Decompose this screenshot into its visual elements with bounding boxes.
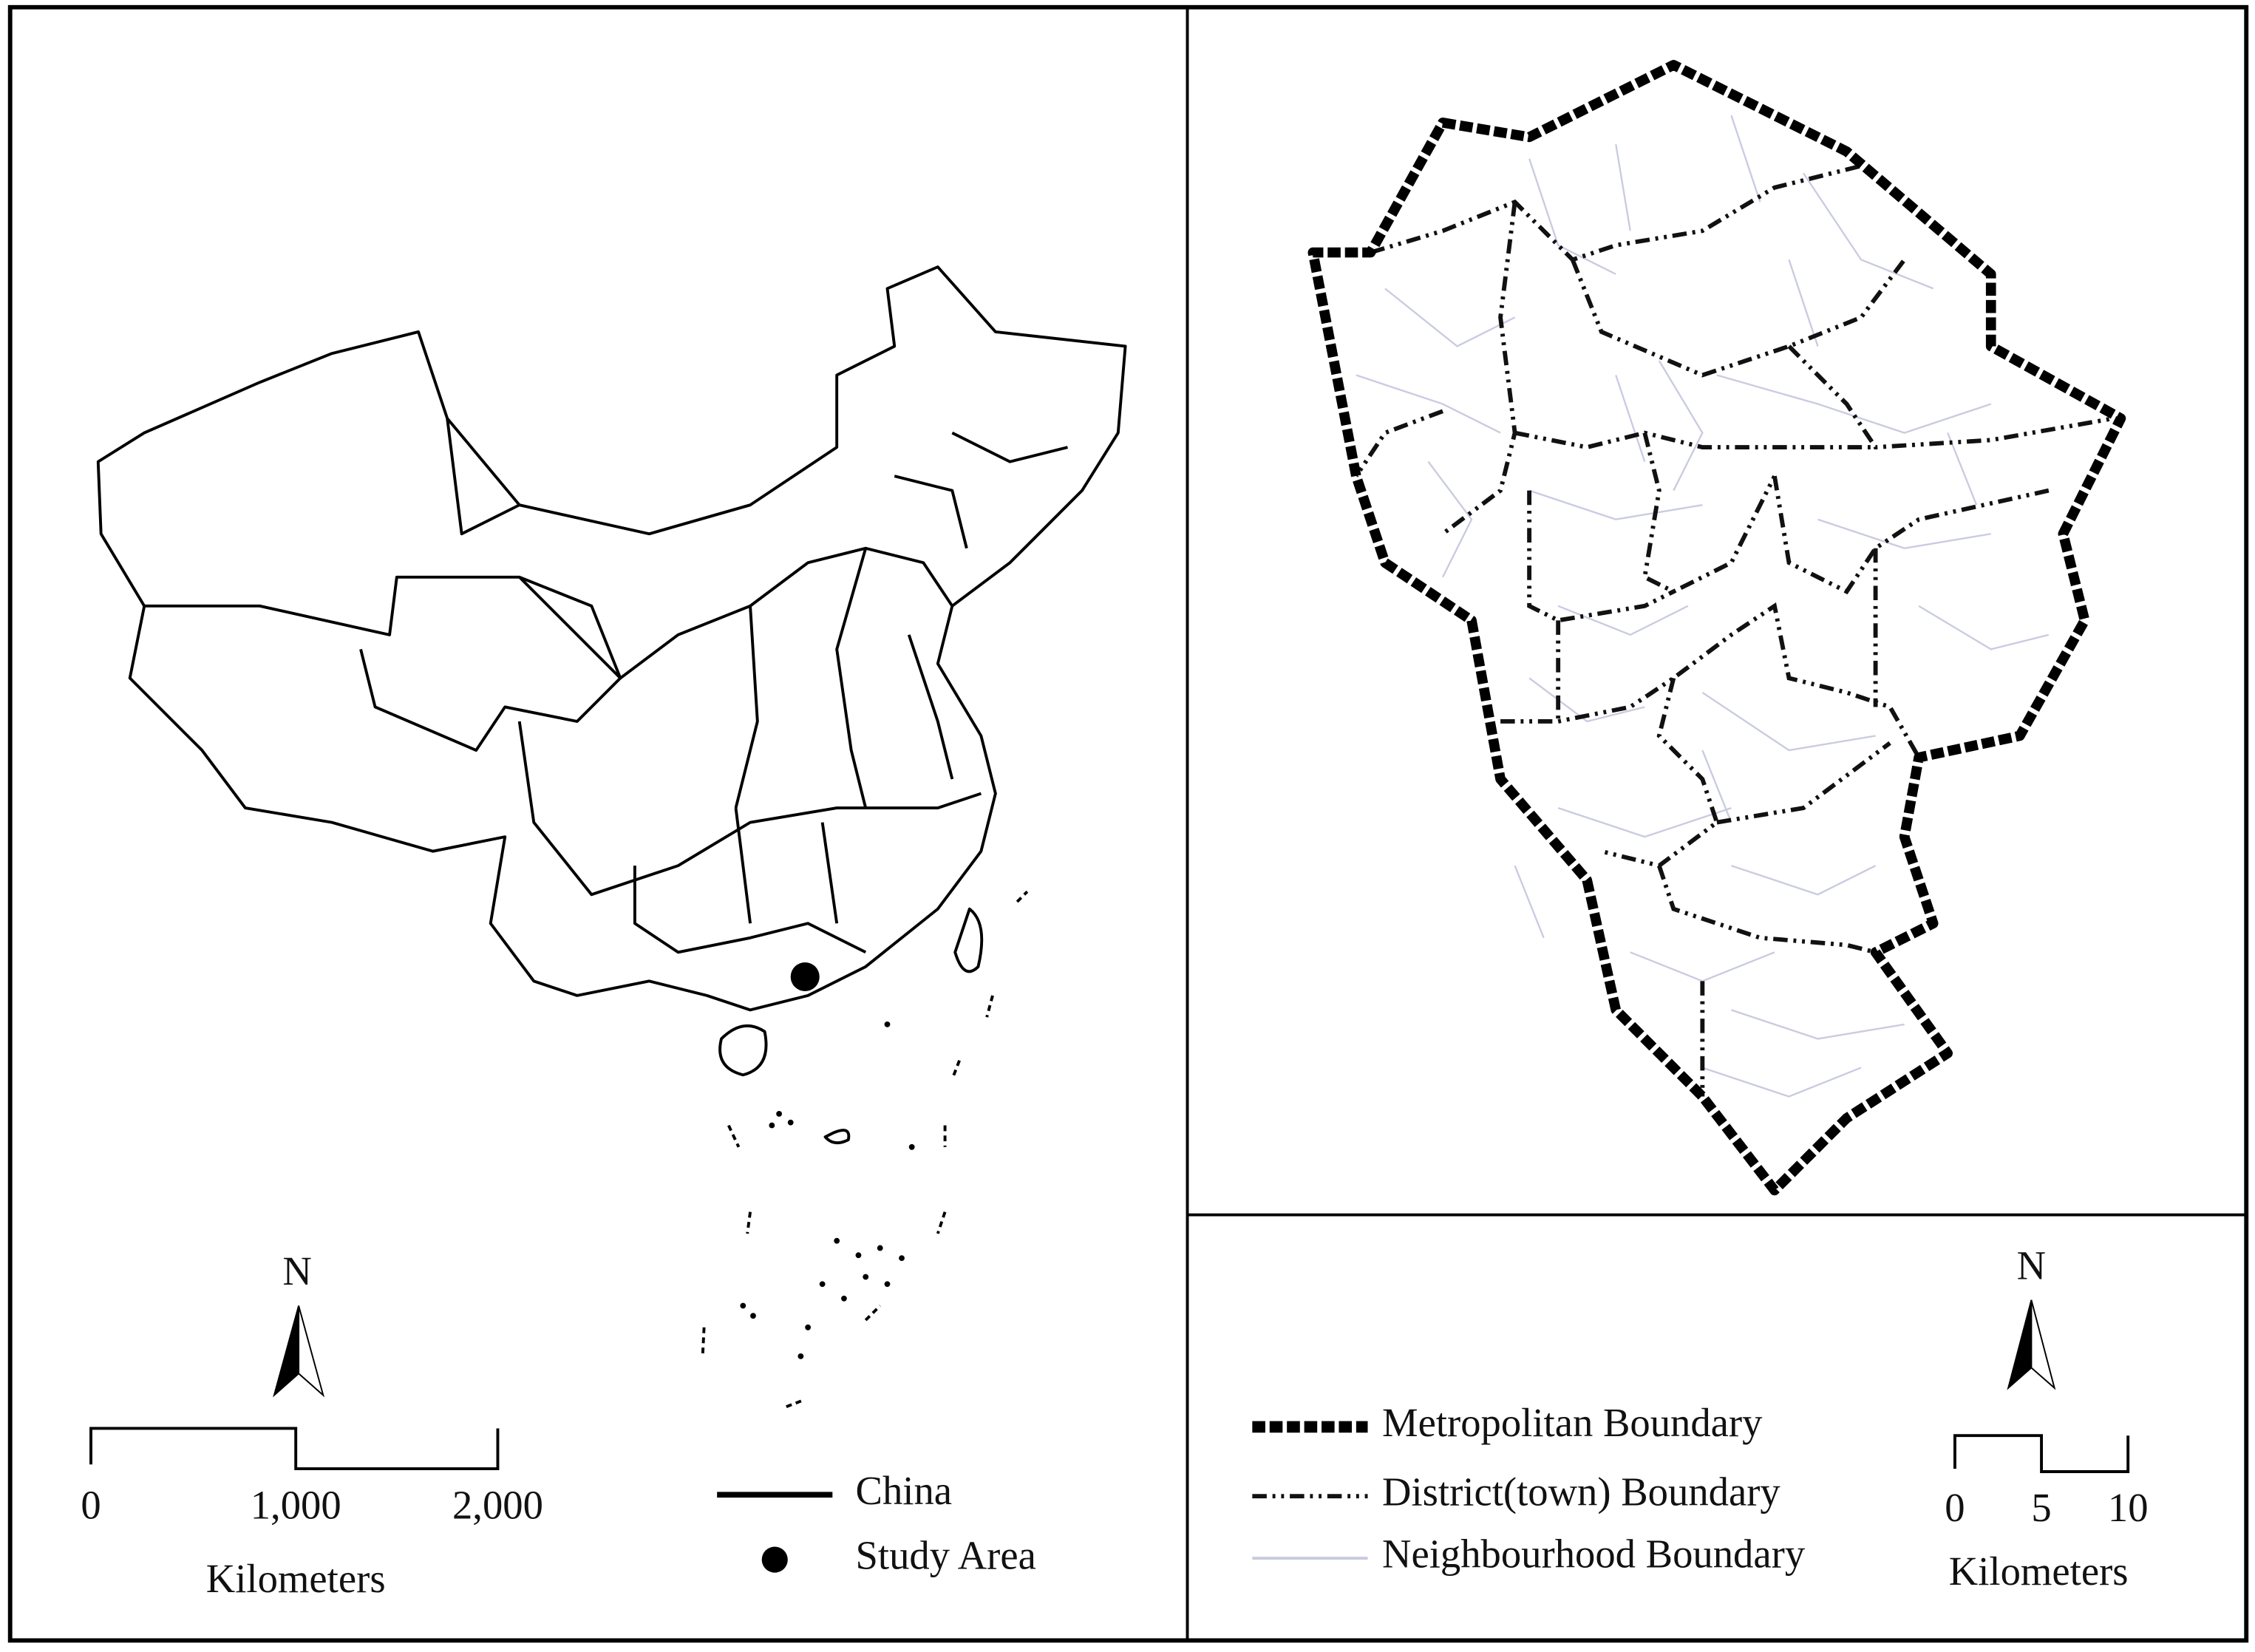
scale-bar [89,1427,500,1471]
north-arrow [2030,1299,2056,1390]
scale-unit: Kilometers [206,1556,386,1601]
north-label: N [282,1248,311,1294]
scale-label: 10 [2108,1485,2149,1530]
study-area-map [1307,60,2126,1196]
north-arrow [273,1305,300,1398]
legend-dot [761,1546,788,1573]
scale-label: 1,000 [251,1482,341,1527]
north-label: N [2017,1243,2046,1288]
scale-label: 2,000 [452,1482,543,1527]
legend-label: China [856,1468,953,1513]
legend-label: Study Area [856,1533,1036,1578]
scale-label: 0 [1945,1485,1965,1530]
legend-label: Neighbourhood Boundary [1382,1532,1806,1577]
north-arrow [2007,1299,2033,1390]
north-arrow [298,1305,325,1398]
scale-label: 5 [2031,1485,2051,1530]
study-area-marker [790,962,820,991]
frame [7,4,2249,1643]
scale-label: 0 [81,1482,101,1527]
china-map [96,265,1127,1408]
legend-label: District(town) Boundary [1382,1469,1780,1515]
scale-unit: Kilometers [1949,1549,2129,1594]
scale-bar [1953,1434,2130,1473]
legend-label: Metropolitan Boundary [1382,1400,1763,1445]
metropolitan-boundary [1307,60,2126,1196]
